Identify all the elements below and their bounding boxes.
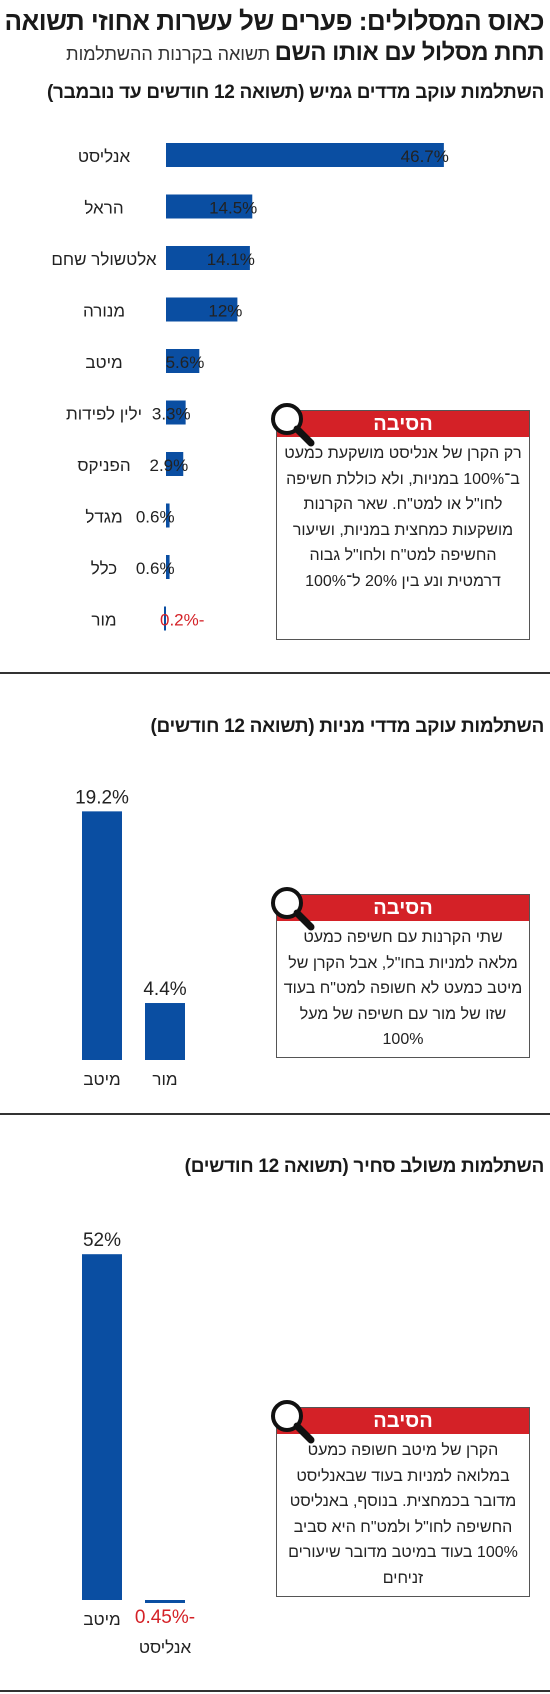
chart2-svg: 19.2% מיטב 4.4% מור	[75, 787, 187, 1089]
reason-text-3: הקרן של מיטב חשופה כמעט במלואה למניות בע…	[288, 1442, 518, 1587]
value-label: 3.3%	[152, 405, 191, 424]
value-label: -0.45%	[135, 1607, 195, 1628]
category-label: מנורה	[83, 302, 125, 321]
headline-line1: כאוס המסלולים: פערים של עשרות אחוזי תשוא…	[4, 6, 544, 36]
bar	[145, 1003, 185, 1060]
bar	[166, 194, 253, 219]
category-label: מיטב	[83, 1610, 120, 1629]
section-divider-3	[0, 1690, 550, 1692]
category-label: הפניקס	[77, 456, 130, 475]
category-label: מיטב	[83, 1070, 120, 1089]
value-label: 0.6%	[136, 508, 175, 527]
category-label: אלטשולר שחם	[51, 250, 157, 269]
reason-box-3: הסיבה הקרן של מיטב חשופה כמעט במלואה למנ…	[271, 1400, 530, 1597]
reason-title-2: הסיבה	[277, 895, 529, 921]
bar	[166, 400, 186, 425]
value-label: 2.9%	[150, 456, 189, 475]
bar	[166, 349, 200, 373]
bar	[145, 1600, 185, 1603]
section-divider-2	[0, 1113, 550, 1115]
category-label: כלל	[91, 559, 117, 578]
value-label: -0.2%	[160, 611, 204, 630]
bar	[82, 1254, 122, 1600]
value-label: 46.7%	[401, 147, 449, 166]
value-label: 0.6%	[136, 559, 175, 578]
category-label: מגדל	[85, 508, 122, 527]
reason-title-1: הסיבה	[277, 411, 529, 437]
magnifier-icon	[271, 887, 315, 931]
reason-text-1: רק הקרן של אנליסט מושקעת כמעט ב־100% במנ…	[284, 445, 522, 590]
chart1-title: השתלמות עוקב מדדים גמיש (תשואה 12 חודשים…	[46, 82, 544, 103]
reason-title-3: הסיבה	[277, 1408, 529, 1434]
bar	[166, 297, 238, 322]
bar	[166, 246, 250, 270]
section-divider-1	[0, 672, 550, 674]
reason-text-2: שתי הקרנות עם חשיפה כמעט מלאה למניות בחו…	[283, 929, 523, 1048]
value-label: 5.6%	[166, 353, 205, 372]
magnifier-icon	[271, 403, 315, 447]
category-label: מיטב	[85, 353, 122, 372]
value-label: 52%	[83, 1230, 121, 1251]
reason-box-2: הסיבה שתי הקרנות עם חשיפה כמעט מלאה למני…	[271, 887, 530, 1058]
headline-line2-sub: תשואה בקרנות ההשתלמות	[66, 44, 271, 64]
bar	[164, 606, 166, 631]
bar	[166, 503, 170, 528]
category-label: ילין לפידות	[66, 405, 142, 424]
category-label: אנליסט	[139, 1638, 192, 1657]
chart2-title: השתלמות עוקב מדדי מניות (תשואה 12 חודשים…	[150, 716, 544, 737]
bar	[166, 452, 184, 476]
category-label: מור	[152, 1070, 177, 1089]
headline-line2-bold: תחת מסלול עם אותו השם	[274, 39, 545, 66]
value-label: 19.2%	[75, 787, 129, 808]
chart1-svg: אנליסט 46.7% הראל 14.5% אלטשולר שחם 14.1% מנור…	[51, 143, 449, 631]
headline-line2: תחת מסלול עם אותו השם תשואה בקרנות ההשתל…	[66, 40, 544, 69]
bar	[166, 143, 444, 167]
chart3-title: השתלמות משולב סחיר (תשואה 12 חודשים)	[184, 1156, 545, 1177]
value-label: 12%	[208, 302, 242, 321]
category-label: מור	[91, 611, 116, 630]
value-label: 14.5%	[209, 199, 257, 218]
value-label: 14.1%	[207, 250, 255, 269]
category-label: אנליסט	[78, 147, 131, 166]
bar	[82, 811, 122, 1060]
chart3-svg: 52% מיטב -0.45% אנליסט	[82, 1230, 195, 1657]
value-label: 4.4%	[143, 979, 186, 1000]
category-label: הראל	[84, 199, 123, 218]
bar	[166, 555, 170, 579]
reason-box-1: הסיבה רק הקרן של אנליסט מושקעת כמעט ב־10…	[271, 403, 530, 640]
magnifier-icon	[271, 1400, 315, 1444]
